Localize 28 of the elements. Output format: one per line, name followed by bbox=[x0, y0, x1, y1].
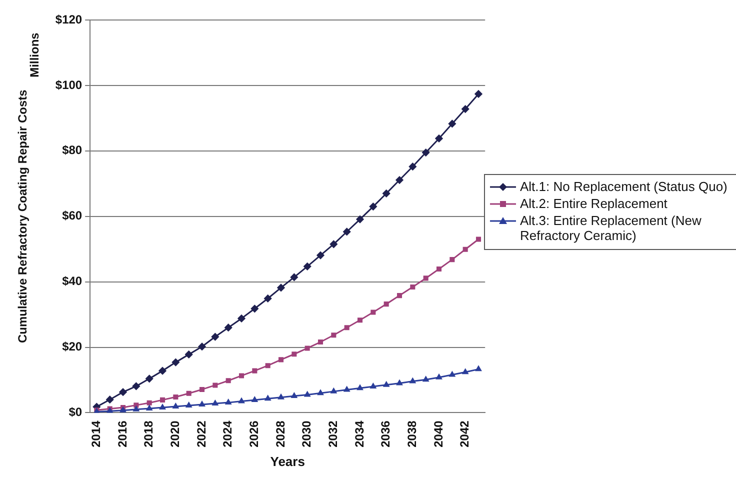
x-tick-label: 2022 bbox=[194, 420, 208, 448]
legend-label: Alt.3: Entire Replacement (New Refractory Ceramic) bbox=[520, 213, 702, 243]
y-tick-label: $0 bbox=[68, 405, 82, 420]
x-tick-label: 2018 bbox=[142, 420, 156, 448]
y-tick-label: $60 bbox=[62, 208, 82, 223]
x-tick-label: 2034 bbox=[352, 420, 366, 448]
x-axis-title: Years bbox=[270, 454, 305, 469]
x-tick-label: 2020 bbox=[168, 420, 182, 448]
x-tick-label: 2016 bbox=[115, 420, 130, 448]
y-tick-label: $40 bbox=[62, 274, 82, 288]
legend-label: Alt.1: No Replacement (Status Quo) bbox=[520, 179, 728, 194]
x-tick-label: 2032 bbox=[326, 420, 340, 448]
y-axis-title: Cumulative Refractory Coating Repair Costs bbox=[16, 89, 30, 344]
x-tick-label: 2038 bbox=[404, 420, 419, 448]
y-tick-label: $100 bbox=[55, 78, 82, 92]
y-tick-label: $120 bbox=[55, 12, 82, 26]
x-tick-label: 2028 bbox=[273, 420, 288, 448]
y-tick-label: $20 bbox=[62, 340, 82, 354]
x-tick-label: 2024 bbox=[220, 420, 235, 448]
x-tick-label: 2042 bbox=[458, 420, 472, 448]
x-tick-label: 2030 bbox=[300, 420, 314, 448]
x-tick-label: 2014 bbox=[88, 420, 103, 448]
text: Millions bbox=[27, 32, 42, 78]
x-tick-label: 2026 bbox=[246, 420, 261, 448]
x-tick-label: 2040 bbox=[431, 420, 446, 448]
legend-label: Alt.2: Entire Replacement bbox=[520, 196, 668, 211]
x-tick-label: 2036 bbox=[378, 420, 393, 448]
y-tick-label: $80 bbox=[62, 143, 82, 158]
